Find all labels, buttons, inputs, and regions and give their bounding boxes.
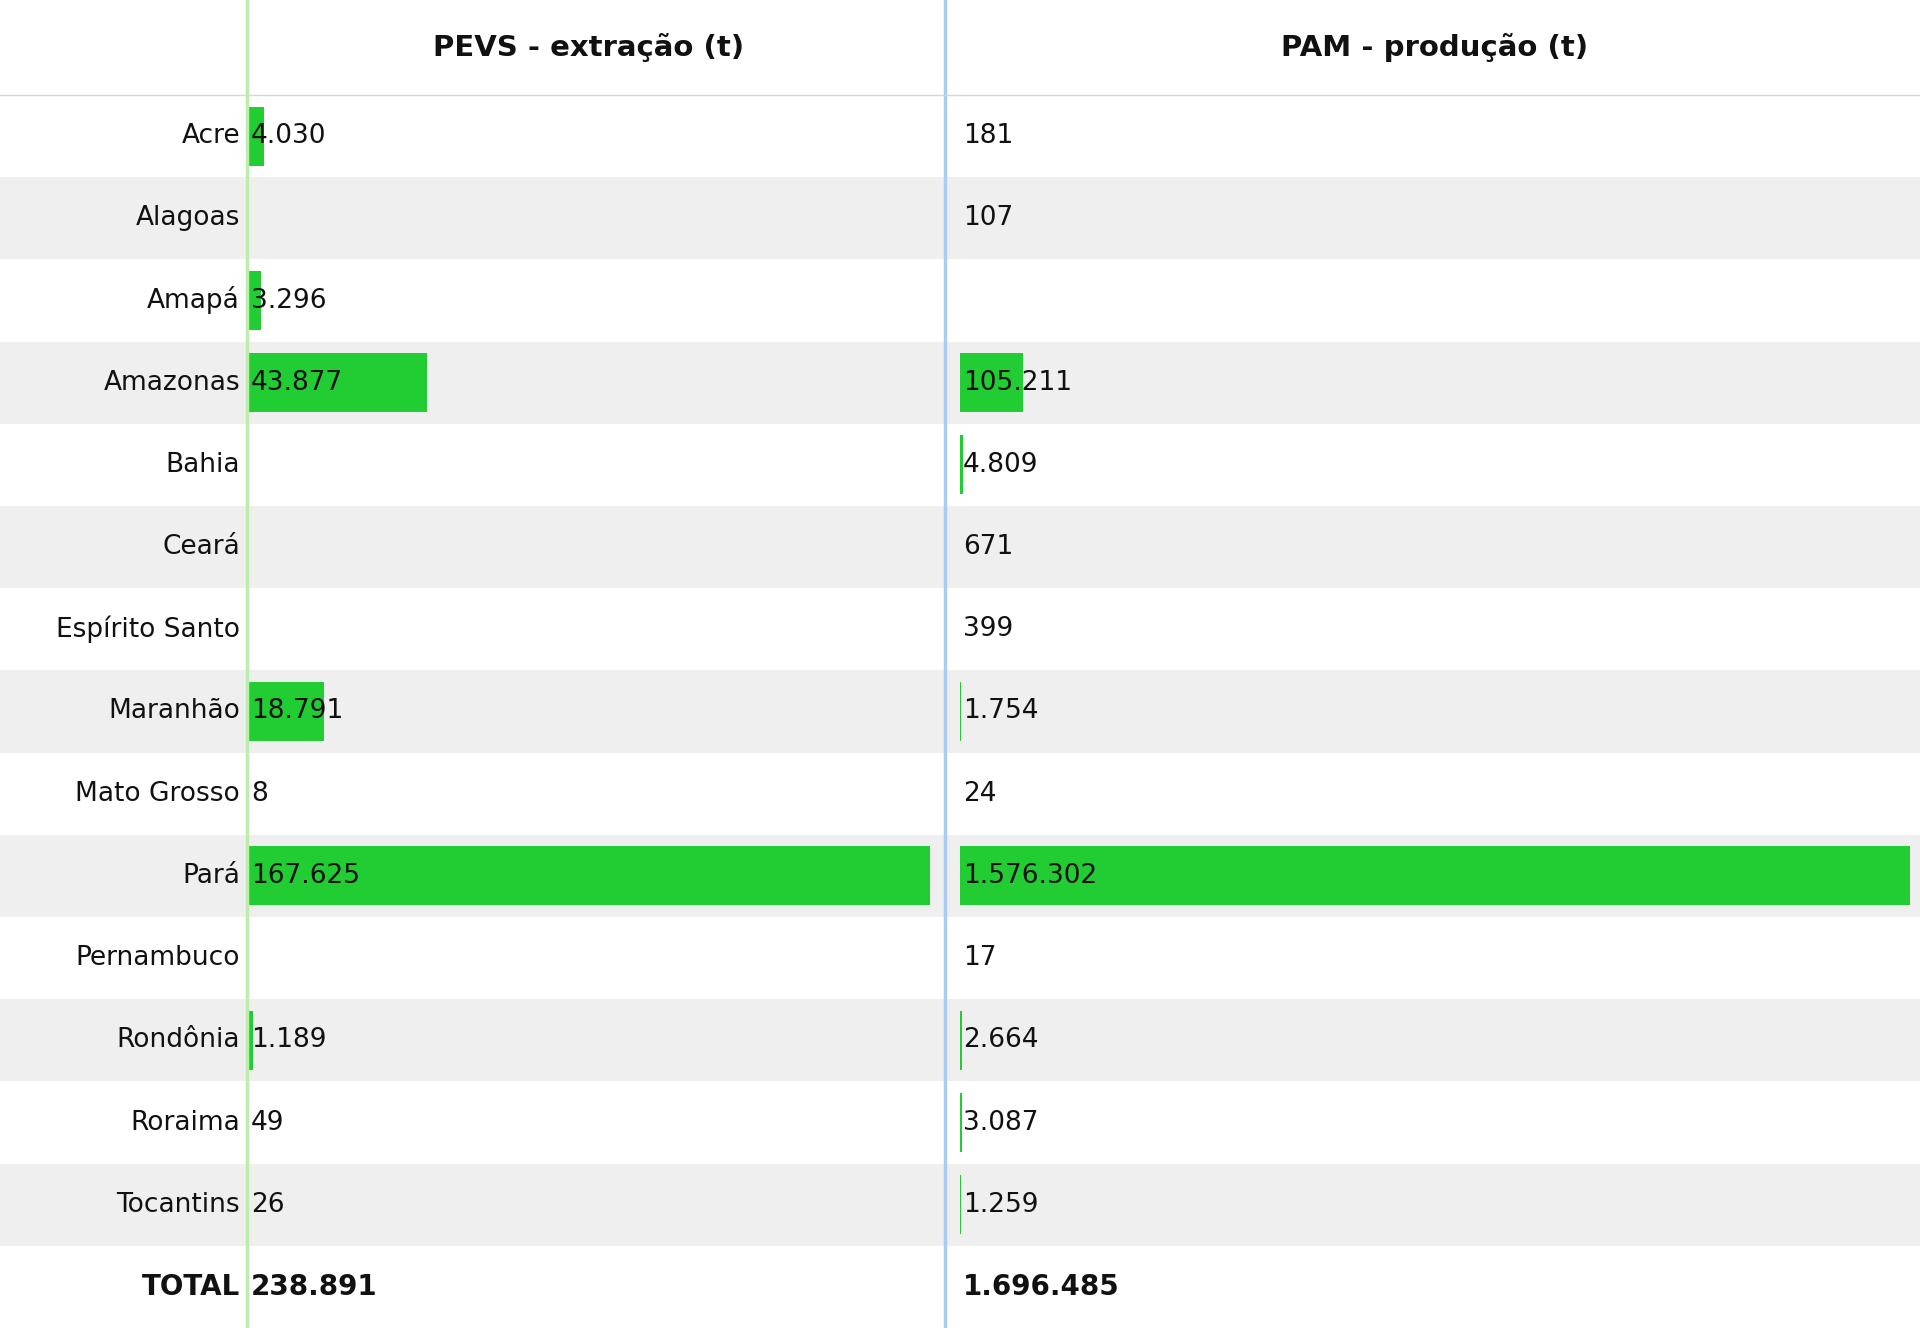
Text: Alagoas: Alagoas: [136, 206, 240, 231]
Bar: [0, 0, 1920, 96]
Text: 1.189: 1.189: [252, 1028, 326, 1053]
Text: Acre: Acre: [180, 124, 240, 149]
Bar: [248, 846, 929, 906]
Bar: [0, 424, 1920, 506]
Bar: [960, 436, 964, 494]
Bar: [0, 177, 1920, 259]
Bar: [0, 341, 1920, 424]
Bar: [0, 506, 1920, 588]
Text: 238.891: 238.891: [252, 1274, 378, 1301]
Text: 4.030: 4.030: [252, 124, 326, 149]
Text: 1.754: 1.754: [964, 699, 1039, 725]
Text: PAM - produção (t): PAM - produção (t): [1281, 33, 1588, 62]
Bar: [0, 1163, 1920, 1246]
Text: 1.576.302: 1.576.302: [964, 863, 1096, 888]
Text: 26: 26: [252, 1191, 284, 1218]
Text: 4.809: 4.809: [964, 452, 1039, 478]
Text: Rondônia: Rondônia: [117, 1028, 240, 1053]
Text: Amazonas: Amazonas: [104, 369, 240, 396]
Bar: [248, 681, 324, 741]
Bar: [248, 1011, 253, 1070]
Text: TOTAL: TOTAL: [142, 1274, 240, 1301]
Bar: [248, 271, 261, 331]
Text: 18.791: 18.791: [252, 699, 344, 725]
Text: 49: 49: [252, 1109, 284, 1135]
Bar: [248, 106, 265, 166]
Text: 24: 24: [964, 781, 996, 806]
Bar: [0, 671, 1920, 753]
Text: Mato Grosso: Mato Grosso: [75, 781, 240, 806]
Text: 107: 107: [964, 206, 1014, 231]
Text: 17: 17: [964, 946, 996, 971]
Bar: [0, 1081, 1920, 1163]
Text: Pernambuco: Pernambuco: [75, 946, 240, 971]
Bar: [0, 999, 1920, 1081]
Text: 671: 671: [964, 534, 1014, 560]
Bar: [0, 588, 1920, 671]
Bar: [0, 96, 1920, 177]
Text: Maranhão: Maranhão: [108, 699, 240, 725]
Text: 43.877: 43.877: [252, 369, 344, 396]
Text: 1.259: 1.259: [964, 1191, 1039, 1218]
Bar: [0, 753, 1920, 835]
Bar: [0, 918, 1920, 999]
Text: Tocantins: Tocantins: [117, 1191, 240, 1218]
Bar: [0, 259, 1920, 341]
Text: Espírito Santo: Espírito Santo: [56, 616, 240, 643]
Bar: [248, 353, 426, 412]
Text: 181: 181: [964, 124, 1014, 149]
Bar: [0, 835, 1920, 918]
Text: Roraima: Roraima: [131, 1109, 240, 1135]
Text: Pará: Pará: [182, 863, 240, 888]
Text: 167.625: 167.625: [252, 863, 361, 888]
Text: Amapá: Amapá: [148, 287, 240, 315]
Text: 3.296: 3.296: [252, 287, 326, 313]
Text: 105.211: 105.211: [964, 369, 1071, 396]
Text: 2.664: 2.664: [964, 1028, 1039, 1053]
Bar: [960, 846, 1910, 906]
Bar: [960, 353, 1023, 412]
Text: 3.087: 3.087: [964, 1109, 1039, 1135]
Text: 8: 8: [252, 781, 267, 806]
Text: Bahia: Bahia: [165, 452, 240, 478]
Text: PEVS - extração (t): PEVS - extração (t): [434, 33, 745, 62]
Text: 1.696.485: 1.696.485: [964, 1274, 1119, 1301]
Text: 399: 399: [964, 616, 1014, 643]
Bar: [0, 1246, 1920, 1328]
Text: Ceará: Ceará: [163, 534, 240, 560]
